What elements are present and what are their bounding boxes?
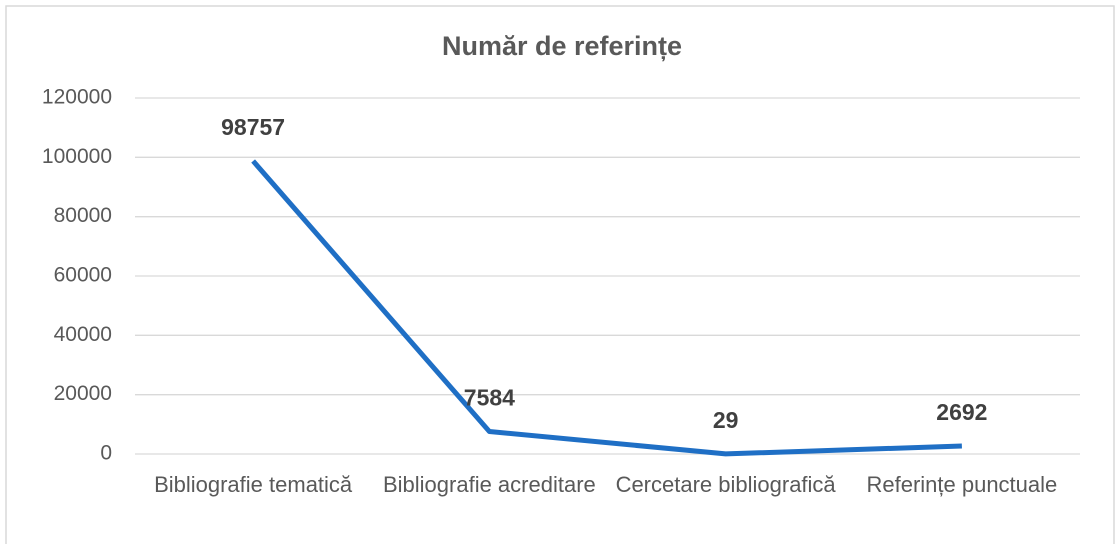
y-tick-label: 20000 [54, 382, 112, 405]
y-tick-label: 100000 [42, 145, 112, 168]
line [251, 159, 962, 457]
data-label: 98757 [221, 114, 285, 140]
chart-border [5, 5, 1115, 544]
x-tick-label: Bibliografie acreditare [382, 472, 596, 497]
y-tick-label: 40000 [54, 323, 112, 346]
y-tick-label: 80000 [54, 204, 112, 227]
chart-title: Număr de referințe [442, 31, 682, 61]
data-label: 2692 [936, 399, 987, 425]
data-label: 7584 [464, 385, 515, 411]
y-tick-label: 60000 [54, 264, 112, 287]
x-tick-label: Bibliografie tematică [154, 472, 353, 497]
data-label: 29 [713, 407, 739, 433]
y-tick-label: 120000 [42, 86, 112, 109]
x-tick-label: Referințe punctuale [866, 472, 1058, 497]
y-tick-label: 0 [100, 442, 112, 465]
x-tick-label: Cercetare bibliografică [615, 472, 836, 497]
